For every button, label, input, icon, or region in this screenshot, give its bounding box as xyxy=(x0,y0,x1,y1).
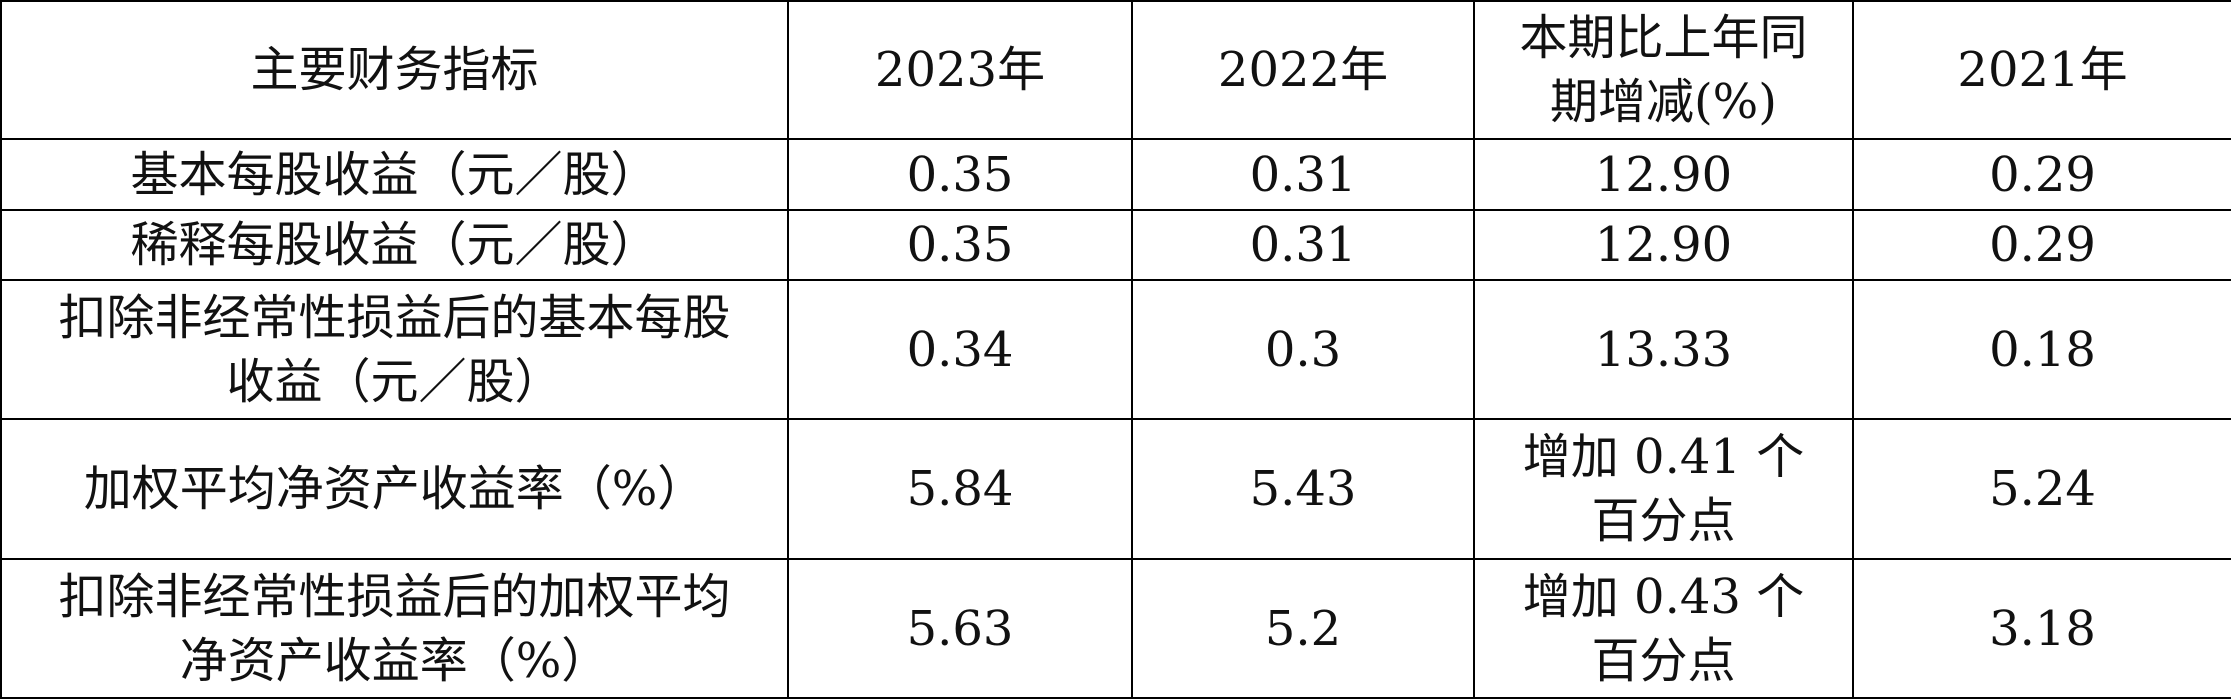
row-label: 稀释每股收益（元／股） xyxy=(0,209,789,281)
cell: 增加 0.43 个百分点 xyxy=(1473,558,1854,699)
cell: 3.18 xyxy=(1852,558,2231,699)
cell: 增加 0.41 个百分点 xyxy=(1473,418,1854,560)
cell: 0.18 xyxy=(1852,279,2231,420)
header-row: 主要财务指标 2023年 2022年 本期比上年同期增减(%) 2021年 xyxy=(0,0,2231,140)
cell: 0.34 xyxy=(787,279,1133,420)
row-label: 扣除非经常性损益后的加权平均净资产收益率（%） xyxy=(0,558,789,699)
data-row: 稀释每股收益（元／股） 0.35 0.31 12.90 0.29 xyxy=(0,209,2231,281)
cell: 0.31 xyxy=(1131,209,1475,281)
cell: 12.90 xyxy=(1473,209,1854,281)
cell: 5.2 xyxy=(1131,558,1475,699)
cell: 12.90 xyxy=(1473,138,1854,211)
row-label: 基本每股收益（元／股） xyxy=(0,138,789,211)
cell: 0.3 xyxy=(1131,279,1475,420)
cell: 0.35 xyxy=(787,209,1133,281)
cell: 0.35 xyxy=(787,138,1133,211)
cell: 0.29 xyxy=(1852,209,2231,281)
data-row: 加权平均净资产收益率（%） 5.84 5.43 增加 0.41 个百分点 5.24 xyxy=(0,418,2231,560)
cell: 2023年 xyxy=(787,0,1133,140)
cell: 0.29 xyxy=(1852,138,2231,211)
data-row: 扣除非经常性损益后的加权平均净资产收益率（%） 5.63 5.2 增加 0.43 个百… xyxy=(0,558,2231,699)
cell: 5.24 xyxy=(1852,418,2231,560)
cell: 2022年 xyxy=(1131,0,1475,140)
cell: 本期比上年同期增减(%) xyxy=(1473,0,1854,140)
data-row: 基本每股收益（元／股） 0.35 0.31 12.90 0.29 xyxy=(0,138,2231,211)
cell: 13.33 xyxy=(1473,279,1854,420)
row-label: 主要财务指标 xyxy=(0,0,789,140)
row-label: 加权平均净资产收益率（%） xyxy=(0,418,789,560)
cell: 5.63 xyxy=(787,558,1133,699)
data-row: 扣除非经常性损益后的基本每股收益（元／股） 0.34 0.3 13.33 0.18 xyxy=(0,279,2231,420)
cell: 2021年 xyxy=(1852,0,2231,140)
cell: 0.31 xyxy=(1131,138,1475,211)
row-label: 扣除非经常性损益后的基本每股收益（元／股） xyxy=(0,279,789,420)
cell: 5.43 xyxy=(1131,418,1475,560)
cell: 5.84 xyxy=(787,418,1133,560)
